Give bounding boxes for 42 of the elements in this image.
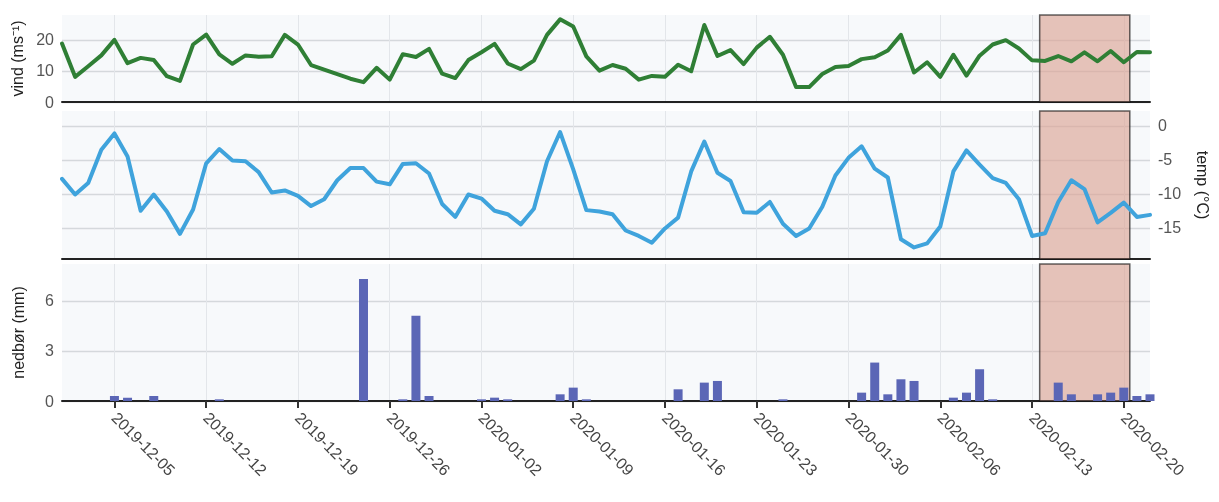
bar [1132, 395, 1142, 401]
bar [424, 395, 434, 401]
bar [555, 394, 565, 401]
y2-tick-label: -15 [1158, 219, 1182, 237]
y-tick-label: 20 [36, 31, 55, 49]
y-axis-title: vind (ms⁻¹) [8, 20, 26, 97]
bar [975, 369, 985, 401]
bar [123, 397, 133, 401]
bar [358, 279, 368, 401]
bar [568, 387, 578, 401]
bar [411, 315, 421, 401]
bar [109, 395, 119, 401]
bar [909, 380, 919, 401]
y2-tick-label: -5 [1158, 151, 1173, 169]
bar [1119, 387, 1129, 401]
bar [896, 379, 906, 401]
bar [712, 380, 722, 401]
bar [1106, 392, 1116, 401]
y-axis-title: nedbør (mm) [9, 286, 27, 379]
bar [948, 397, 958, 401]
bar [857, 392, 867, 401]
y2-tick-label: 0 [1158, 117, 1167, 135]
bar [961, 392, 971, 401]
y-tick-label: 0 [45, 93, 55, 111]
bar [1145, 394, 1155, 401]
bar [1053, 382, 1063, 401]
bar [149, 395, 159, 401]
bar [1093, 394, 1103, 401]
bar [673, 389, 683, 401]
bar [699, 382, 709, 401]
y-tick-label: 3 [45, 342, 55, 360]
y2-tick-label: -10 [1158, 185, 1182, 203]
bar [490, 397, 500, 401]
bar [883, 394, 893, 401]
y-tick-label: 0 [45, 392, 55, 410]
y-tick-label: 10 [36, 62, 55, 80]
bar [1066, 394, 1076, 401]
y-tick-label: 6 [45, 292, 55, 310]
line-series [60, 17, 1152, 90]
y2-axis-title: temp (°C) [1193, 150, 1211, 220]
line-series [60, 130, 1152, 250]
bar [870, 362, 880, 401]
